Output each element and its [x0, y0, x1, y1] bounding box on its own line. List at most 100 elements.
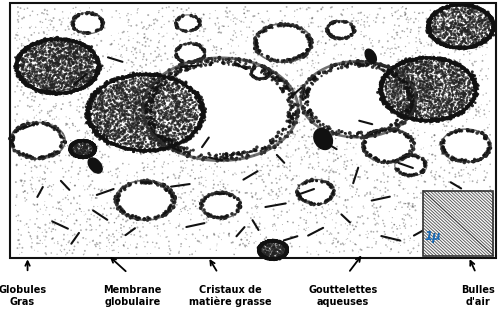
Point — [408, 60, 416, 65]
Point — [454, 79, 462, 84]
Point — [157, 141, 165, 146]
Point — [395, 182, 403, 188]
Point — [422, 71, 430, 76]
Point — [270, 207, 278, 212]
Point — [121, 109, 129, 115]
Point — [176, 110, 184, 115]
Point — [273, 238, 281, 244]
Point — [176, 94, 184, 99]
Point — [389, 86, 397, 91]
Point — [82, 145, 90, 151]
Point — [441, 6, 449, 11]
Point — [482, 11, 490, 17]
Point — [39, 42, 47, 48]
Point — [425, 208, 433, 213]
Point — [430, 13, 438, 18]
Point — [103, 134, 111, 140]
Point — [443, 61, 451, 67]
Point — [72, 44, 80, 49]
Point — [86, 5, 94, 11]
Point — [210, 45, 218, 50]
Point — [392, 167, 400, 172]
Point — [283, 247, 291, 253]
Point — [423, 83, 431, 89]
Point — [426, 56, 434, 61]
Point — [122, 98, 130, 103]
Point — [418, 87, 426, 92]
Point — [293, 56, 301, 61]
Point — [320, 111, 328, 116]
Point — [36, 117, 44, 122]
Point — [130, 97, 138, 102]
Point — [412, 57, 420, 63]
Point — [114, 128, 122, 133]
Point — [79, 146, 87, 151]
Point — [10, 134, 18, 140]
Point — [146, 99, 154, 104]
Point — [396, 89, 404, 94]
Point — [74, 149, 82, 154]
Point — [420, 85, 428, 90]
Point — [173, 46, 181, 52]
Point — [118, 111, 126, 116]
Point — [259, 241, 267, 246]
Point — [163, 175, 171, 180]
Point — [118, 125, 126, 130]
Point — [86, 140, 94, 145]
Point — [378, 80, 386, 85]
Point — [460, 94, 468, 99]
Point — [446, 116, 454, 121]
Point — [267, 238, 275, 243]
Point — [77, 54, 85, 60]
Point — [18, 41, 26, 47]
Point — [28, 85, 36, 90]
Point — [114, 199, 122, 204]
Point — [75, 61, 83, 66]
Point — [451, 6, 459, 12]
Point — [449, 61, 457, 66]
Point — [236, 87, 244, 93]
Point — [488, 17, 496, 23]
Point — [145, 120, 153, 125]
Point — [147, 135, 155, 140]
Point — [90, 150, 98, 155]
Point — [171, 93, 179, 98]
Point — [115, 42, 123, 47]
Point — [429, 87, 437, 92]
Point — [266, 24, 274, 29]
Point — [438, 117, 446, 122]
Point — [451, 60, 459, 66]
Point — [139, 89, 147, 95]
Point — [460, 78, 468, 83]
Point — [45, 89, 53, 95]
Point — [155, 111, 163, 116]
Point — [323, 248, 331, 254]
Point — [83, 116, 91, 121]
Point — [107, 107, 115, 113]
Point — [256, 248, 264, 253]
Point — [275, 245, 283, 250]
Point — [419, 170, 427, 175]
Point — [180, 124, 188, 129]
Point — [448, 94, 456, 100]
Point — [161, 111, 169, 117]
Point — [68, 151, 76, 156]
Point — [50, 79, 58, 84]
Point — [82, 75, 90, 80]
Point — [82, 54, 90, 59]
Point — [457, 106, 465, 111]
Point — [95, 118, 103, 123]
Point — [47, 45, 55, 50]
Point — [277, 88, 285, 94]
Point — [471, 44, 479, 49]
Point — [281, 21, 289, 26]
Point — [379, 100, 387, 106]
Point — [141, 72, 149, 78]
Point — [435, 77, 443, 82]
Point — [78, 138, 86, 143]
Point — [270, 254, 278, 259]
Point — [352, 19, 360, 24]
Point — [95, 65, 103, 70]
Point — [66, 76, 74, 82]
Point — [282, 250, 290, 256]
